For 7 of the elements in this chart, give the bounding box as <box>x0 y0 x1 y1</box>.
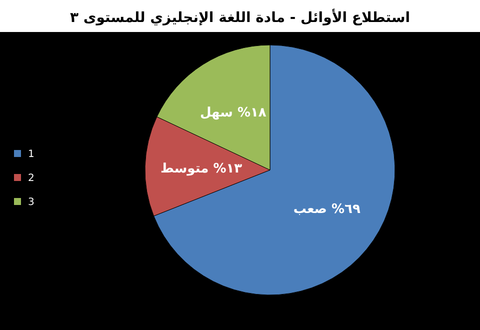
legend-label: 2 <box>28 173 34 184</box>
data-label: ٦٩% صعب <box>293 202 360 218</box>
data-label: ١٣% متوسط <box>160 161 242 176</box>
data-label: ١٨% سهل <box>200 106 266 120</box>
legend-label: 3 <box>28 197 34 208</box>
legend-label: 1 <box>28 149 34 160</box>
chart-title: استطلاع الأوائل - مادة اللغة الإنجليزي للمستوى ٣ <box>70 8 410 26</box>
